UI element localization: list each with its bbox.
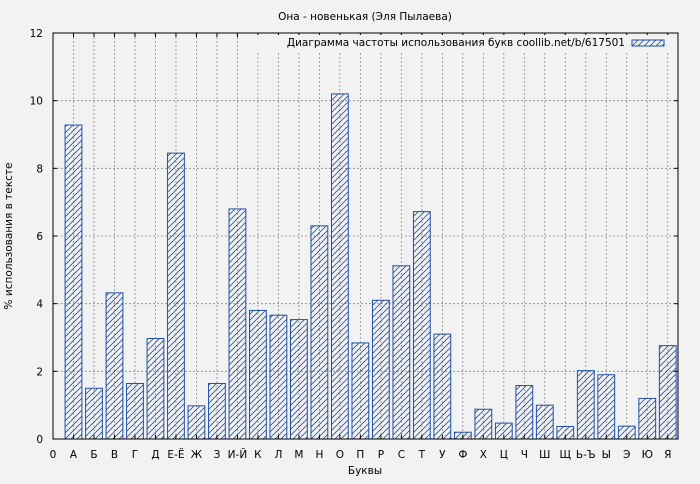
x-tick-label: Ю [642, 449, 653, 461]
bar-20 [474, 408, 493, 440]
x-tick-label: Э [623, 449, 630, 461]
bar-16 [392, 265, 411, 440]
y-tick-label: 12 [30, 28, 43, 40]
x-tick-label: Ь-Ъ [576, 449, 596, 461]
bar-18 [433, 333, 452, 440]
x-tick-label: Ф [458, 449, 467, 461]
bar-14 [351, 342, 370, 440]
x-tick-label: С [398, 449, 405, 461]
x-tick-label: П [356, 449, 364, 461]
x-tick-label: Н [315, 449, 323, 461]
bar-11 [290, 319, 308, 440]
y-tick-label: 6 [36, 231, 43, 243]
y-axis: 0 2 4 6 8 10 12 [30, 28, 678, 446]
x-tick-label: Ы [602, 449, 611, 461]
bar-9 [249, 309, 267, 440]
x-tick-label: Б [90, 449, 97, 461]
bar-8 [228, 208, 247, 440]
x-tick-label: Г [132, 449, 138, 461]
x-tick-label: Ц [500, 449, 508, 461]
x-axis-label: Буквы [348, 465, 382, 477]
bar-6 [187, 405, 206, 440]
bar-7 [208, 383, 226, 440]
x-tick-label: З [214, 449, 221, 461]
bar-1 [85, 387, 103, 440]
x-tick-label: Л [274, 449, 282, 461]
x-tick-label: О [336, 449, 344, 461]
bar-13 [330, 93, 349, 440]
x-tick-label: К [254, 449, 262, 461]
legend-swatch [631, 39, 665, 47]
x-tick-label: Ж [191, 449, 203, 461]
bar-25 [576, 370, 595, 440]
bar-29 [658, 345, 677, 440]
x-tick-label: И-Й [228, 448, 248, 461]
x-tick-label: Е-Ё [167, 448, 184, 461]
x-tick-label: У [439, 449, 446, 461]
x-tick-label: Т [418, 449, 426, 461]
bar-10 [269, 314, 288, 440]
legend-label: Диаграмма частоты использования букв coo… [287, 37, 625, 49]
bar-23 [535, 404, 554, 440]
legend-background [240, 35, 672, 51]
x-tick-label: Ч [521, 449, 528, 461]
x-tick-label: В [111, 449, 118, 461]
x-tick-label: Ш [539, 449, 550, 461]
bar-5 [167, 152, 185, 440]
x-tick-label: Д [151, 449, 159, 461]
x-tick-label: Х [480, 449, 487, 461]
x-origin-label: 0 [50, 449, 57, 461]
bar-0 [64, 124, 83, 440]
bar-12 [310, 225, 329, 440]
bar-28 [638, 397, 657, 440]
bar-17 [412, 211, 431, 440]
x-tick-label: А [70, 449, 78, 461]
y-tick-label: 4 [36, 299, 43, 311]
plot-frame [52, 32, 679, 440]
legend: Диаграмма частоты использования букв coo… [240, 35, 672, 51]
y-tick-label: 10 [30, 96, 43, 108]
bar-3 [126, 383, 144, 440]
x-tick-label: Р [378, 449, 384, 461]
x-tick-label: Щ [560, 449, 572, 461]
x-tick-label: Я [664, 449, 671, 461]
y-axis-label: % использования в тексте [3, 163, 15, 310]
y-tick-label: 2 [36, 366, 43, 378]
bar-26 [597, 374, 616, 440]
bar-2 [105, 292, 124, 440]
bar-22 [515, 385, 534, 440]
bar-4 [146, 338, 165, 440]
y-tick-label: 0 [36, 434, 43, 446]
y-tick-label: 8 [36, 163, 43, 175]
x-tick-label: М [294, 449, 303, 461]
chart-title: Она - новенькая (Эля Пылаева) [278, 11, 452, 23]
bar-15 [371, 299, 390, 440]
